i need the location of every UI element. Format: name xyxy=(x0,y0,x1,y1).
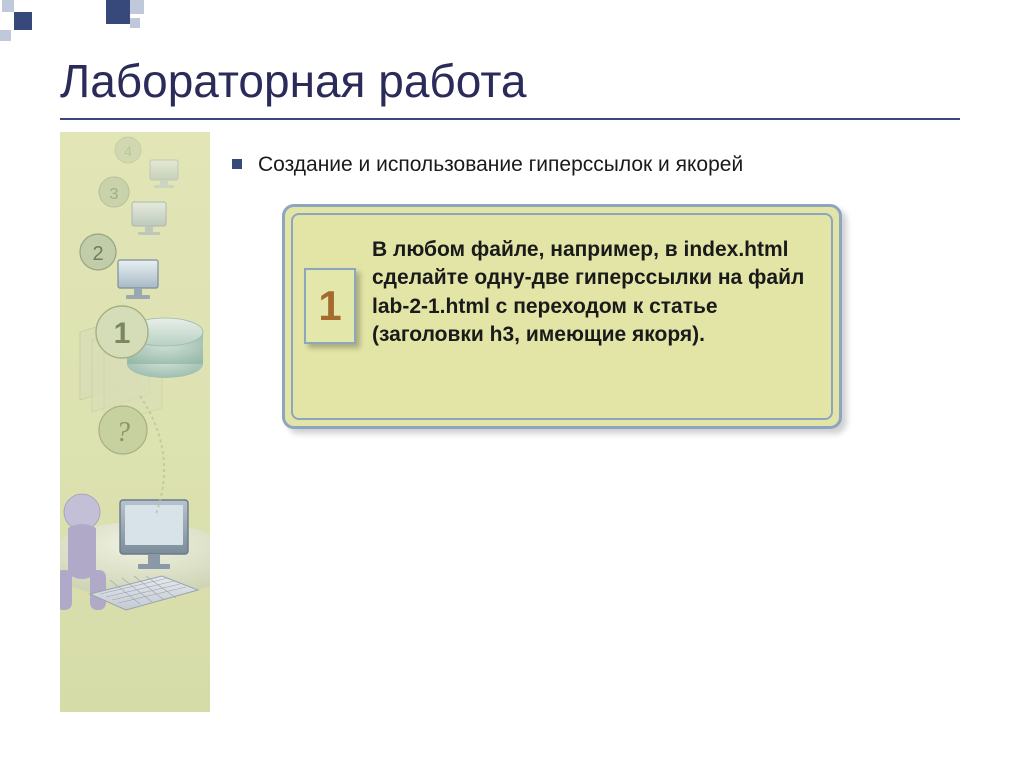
svg-text:?: ? xyxy=(116,417,130,448)
bullet-marker-icon xyxy=(232,159,242,169)
page-title: Лабораторная работа xyxy=(60,56,526,107)
step-number: 1 xyxy=(318,282,341,330)
corner-decoration xyxy=(0,0,1024,44)
bullet-text: Создание и использование гиперссылок и я… xyxy=(258,152,743,177)
svg-text:3: 3 xyxy=(110,186,119,203)
svg-text:1: 1 xyxy=(114,317,131,350)
sidebar-illustration: 4 3 2 xyxy=(60,132,210,712)
title-underline xyxy=(60,118,960,120)
callout-text: В любом файле, например, в index.html сд… xyxy=(372,236,824,349)
svg-text:4: 4 xyxy=(124,143,132,159)
svg-text:2: 2 xyxy=(92,243,103,265)
step-number-badge: 1 xyxy=(304,268,356,344)
